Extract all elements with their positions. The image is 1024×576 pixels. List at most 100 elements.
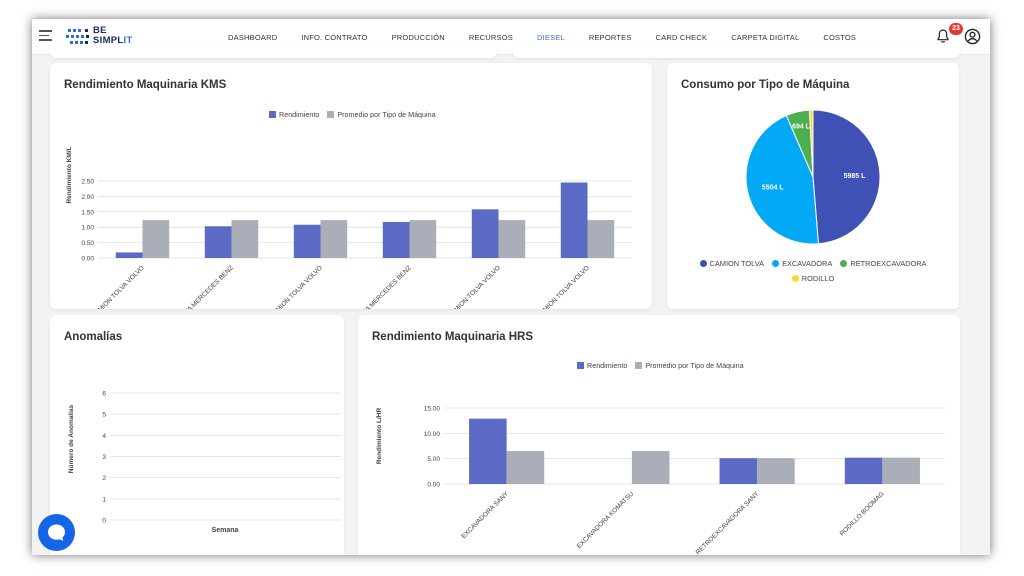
anomalias_chart-y-tick-label: 3 — [102, 454, 106, 461]
kms-chart: Rendimiento KM/L 0.00 0.50 1.00 1.50 2.00 2.5… — [66, 146, 632, 309]
bell-icon[interactable] — [935, 28, 951, 44]
menu-icon[interactable] — [39, 30, 52, 41]
hrs-chart-card: Rendimiento Maquinaria HRS Rendimiento P… — [358, 315, 960, 555]
pie-slice-camion-tolva — [812, 109, 881, 245]
nav-produccion[interactable]: PRODUCCIÓN — [391, 32, 445, 42]
logo-line-1: BE — [93, 25, 107, 36]
pie-legend-retroexcavadora[interactable]: RETROEXCAVADORA — [840, 259, 926, 268]
kms_chart-bar-rendimiento — [204, 226, 232, 258]
pie-legend-excavadora[interactable]: EXCAVADORA — [772, 259, 832, 268]
nav-reportes[interactable]: REPORTES — [588, 32, 632, 42]
kms_chart-y-tick-label: 0.50 — [81, 240, 94, 247]
logo-line-2-accent: IT — [123, 35, 133, 46]
kms_chart-bar-promedio — [320, 220, 348, 258]
logo-text: BE SIMPLIT — [93, 26, 133, 46]
legend-swatch-promedio — [635, 362, 643, 369]
anomalias_chart-y-tick-label: 1 — [102, 496, 106, 503]
nav-carpeta-digital[interactable]: CARPETA DIGITAL — [731, 32, 800, 42]
hrs_chart-bar-promedio — [631, 451, 670, 484]
pie-slice-rodillo — [808, 109, 814, 178]
kms_chart-x-tick-label: CAMION TOLVA VOLVO — [91, 264, 146, 309]
kms_chart-x-tick-label: CAMION TOLVA MERCEDES BENZ — [155, 264, 234, 309]
hrs_chart-bar-promedio — [882, 457, 920, 484]
previous-card-1 — [50, 44, 497, 58]
hrs_chart-y-tick-label: 0.00 — [427, 482, 440, 489]
pie-chart-title: Consumo por Tipo de Máquina — [681, 79, 850, 91]
kms_chart-bar-promedio — [498, 220, 526, 258]
pie-slice-excavadora — [745, 114, 819, 245]
pie-legend-camion-tolva[interactable]: CAMION TOLVA — [699, 259, 764, 268]
kms_chart-y-tick-label: 1.00 — [81, 225, 94, 232]
pie-legend-retroexcavadora-label: RETROEXCAVADORA — [850, 259, 927, 268]
pie-legend-row-1: CAMION TOLVA EXCAVADORA RETROEXCAVADORA — [667, 259, 959, 269]
kms_chart-bar-promedio — [587, 220, 615, 258]
legend-rendimiento[interactable]: Rendimiento — [279, 110, 320, 119]
logo[interactable]: BE SIMPLIT — [66, 25, 138, 49]
hrs_chart-bar-rendimiento — [844, 457, 883, 484]
kms_chart-bar-promedio — [409, 220, 437, 258]
kms_chart-bar-rendimiento — [560, 182, 588, 258]
nav-info-contrato[interactable]: INFO. CONTRATO — [301, 32, 368, 42]
hrs_chart-x-tick-label: EXCAVADORA KOMATSU — [576, 490, 636, 550]
kms_chart-bar-rendimiento — [293, 224, 321, 258]
nav-dashboard[interactable]: DASHBOARD — [228, 32, 278, 42]
anomalias-y-axis-label: Número de Anomalías — [68, 404, 75, 473]
pie-legend-row-2: RODILLO — [667, 274, 959, 284]
chat-button[interactable] — [38, 514, 75, 551]
nav-diesel[interactable]: DIESEL — [536, 32, 565, 42]
hrs_chart-bar-promedio — [506, 451, 545, 484]
anomalias_chart-y-tick-label: 6 — [102, 391, 106, 398]
kms-y-axis-label: Rendimiento KM/L — [66, 146, 73, 203]
kms_chart-bar-rendimiento — [382, 221, 410, 258]
kms_chart-bar-rendimiento — [471, 209, 499, 258]
hrs-chart-legend: Rendimiento Promedio por Tipo de Máquina — [577, 361, 744, 370]
app-window: BE SIMPLIT DASHBOARD INFO. CONTRATO PROD… — [32, 19, 990, 555]
hrs-chart: Rendimiento L/HR 0.00 5.00 10.00 15.00 EXCAV… — [376, 406, 945, 555]
user-avatar-icon[interactable] — [964, 28, 981, 45]
logo-line-2: SIMPL — [93, 35, 124, 46]
hrs_chart-bar-promedio — [757, 458, 795, 484]
chat-bubble-icon — [48, 524, 65, 541]
hrs_chart-bar-rendimiento — [719, 458, 758, 484]
kms_chart-bar-promedio — [231, 220, 259, 258]
previous-card-2 — [513, 44, 960, 58]
kms_chart-y-tick-label: 2.00 — [81, 194, 94, 201]
hrs_chart-bar-rendimiento — [469, 418, 507, 484]
kms_chart-bar-promedio — [142, 220, 170, 258]
hrs-chart-title: Rendimiento Maquinaria HRS — [372, 331, 534, 343]
hrs-y-axis-label: Rendimiento L/HR — [376, 408, 383, 465]
anomalias-chart-card: Anomalías Número de Anomalías Semana 0 1 2… — [50, 315, 344, 555]
legend-swatch-rendimiento — [577, 362, 584, 369]
anomalias_chart-y-tick-label: 2 — [102, 475, 106, 482]
pie-legend-rodillo-label: RODILLO — [801, 274, 835, 283]
legend-swatch-rendimiento — [269, 111, 276, 118]
nav-card-check[interactable]: CARD CHECK — [655, 32, 708, 42]
pie-slice-retroexcavadora-label: 694 L — [792, 124, 811, 131]
legend-promedio[interactable]: Promedio por Tipo de Máquina — [337, 110, 436, 119]
kms-chart-title: Rendimiento Maquinaria KMS — [64, 79, 227, 91]
anomalias_chart-y-tick-label: 0 — [102, 518, 106, 525]
kms_chart-y-tick-label: 1.50 — [81, 209, 94, 216]
kms-chart-legend: Rendimiento Promedio por Tipo de Máquina — [269, 110, 436, 119]
hrs_chart-y-tick-label: 10.00 — [424, 431, 441, 438]
kms_chart-y-tick-label: 0.00 — [81, 256, 94, 263]
kms_chart-x-tick-label: CAMION TOLVA VOLVO — [536, 264, 591, 309]
hrs_chart-x-tick-label: RETROEXCAVADORA SANY — [695, 490, 761, 555]
kms_chart-y-tick-label: 2.50 — [81, 179, 94, 186]
pie-legend-excavadora-label: EXCAVADORA — [782, 259, 833, 268]
pie-legend-camion-tolva-label: CAMION TOLVA — [709, 259, 764, 268]
nav-costos[interactable]: COSTOS — [823, 32, 857, 42]
legend-promedio[interactable]: Promedio por Tipo de Máquina — [645, 361, 744, 370]
pie-chart: 5985 L 5504 L 694 L — [745, 109, 881, 245]
legend-rendimiento[interactable]: Rendimiento — [587, 361, 628, 370]
pie-legend-rodillo[interactable]: RODILLO — [791, 274, 835, 283]
anomalias-chart: Número de Anomalías Semana 0 1 2 3 4 5 6 — [68, 391, 341, 534]
main-nav: DASHBOARD INFO. CONTRATO PRODUCCIÓN RECU… — [228, 19, 880, 55]
hrs_chart-x-tick-label: EXCAVADORA SANY — [460, 490, 510, 540]
kms_chart-x-tick-label: CAMION TOLVA VOLVO — [447, 264, 502, 309]
hrs_chart-y-tick-label: 15.00 — [424, 406, 441, 413]
pie-slice-excavadora-label: 5504 L — [762, 185, 785, 192]
anomalias_chart-y-tick-label: 5 — [102, 412, 106, 419]
logo-mark-icon — [66, 29, 89, 44]
nav-recursos[interactable]: RECURSOS — [468, 32, 513, 42]
